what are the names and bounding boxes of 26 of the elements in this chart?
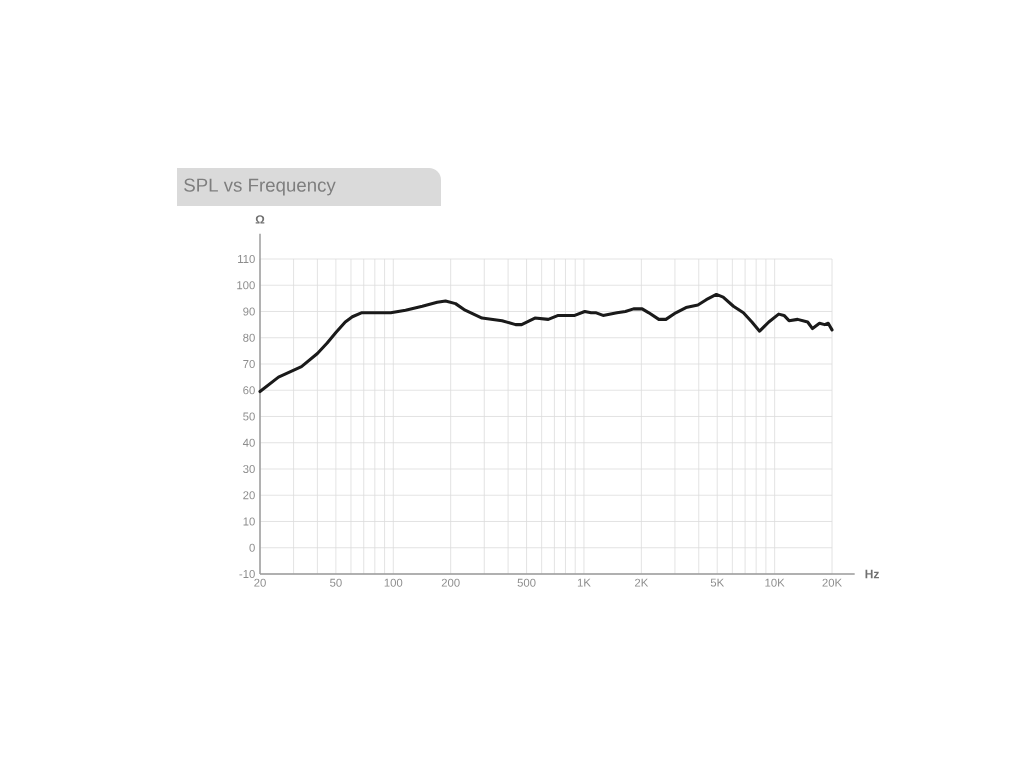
x-tick-label: 2K [634, 578, 649, 587]
y-tick-label: 90 [243, 307, 255, 316]
y-tick-label: 20 [243, 491, 255, 500]
y-tick-label: 100 [237, 281, 255, 290]
x-tick-label: 100 [384, 578, 403, 587]
y-tick-label: 0 [249, 543, 255, 552]
x-tick-label: 500 [517, 578, 536, 587]
x-tick-label: 20K [822, 578, 842, 587]
chart-title: SPL vs Frequency [184, 178, 336, 196]
x-tick-label: 10K [765, 578, 785, 587]
x-tick-label: 200 [441, 578, 460, 587]
x-tick-label: 50 [330, 578, 342, 587]
x-tick-label: 20 [254, 578, 266, 587]
x-tick-label: 5K [710, 578, 725, 587]
y-axis-title: Ω [255, 215, 265, 224]
y-tick-label: -10 [239, 570, 255, 578]
y-tick-label: 70 [243, 359, 255, 368]
x-tick-label: 1K [577, 578, 591, 587]
y-tick-label: 110 [238, 254, 255, 263]
y-tick-label: 40 [242, 438, 255, 447]
y-tick-label: 50 [243, 412, 255, 421]
y-tick-label: 10 [243, 517, 255, 526]
y-tick-label: 80 [243, 333, 255, 342]
y-tick-label: 30 [243, 464, 255, 473]
y-tick-label: 60 [243, 386, 255, 395]
x-axis-title: Hz [865, 569, 879, 579]
